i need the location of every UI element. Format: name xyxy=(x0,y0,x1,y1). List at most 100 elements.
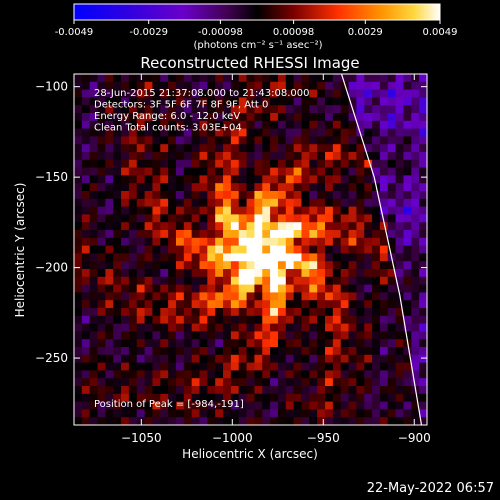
heatmap-cell xyxy=(230,284,240,293)
heatmap-cell xyxy=(121,128,130,137)
heatmap-cell xyxy=(293,292,303,301)
heatmap-cell xyxy=(340,354,350,364)
heatmap-cell xyxy=(238,393,248,403)
heatmap-cell xyxy=(215,315,224,325)
heatmap-cell xyxy=(74,409,83,418)
heatmap-cell xyxy=(168,198,177,208)
heatmap-cell xyxy=(199,175,208,184)
heatmap-cell xyxy=(254,315,263,325)
heatmap-cell xyxy=(332,237,342,247)
heatmap-cell xyxy=(175,253,185,262)
heatmap-cell xyxy=(97,191,106,200)
heatmap-cell xyxy=(325,386,334,395)
heatmap-cell xyxy=(301,253,310,262)
heatmap-cell xyxy=(89,386,99,395)
heatmap-cell xyxy=(81,214,91,223)
heatmap-cell xyxy=(270,386,279,395)
heatmap-cell xyxy=(168,144,177,153)
heatmap-cell xyxy=(364,292,373,301)
heatmap-cell xyxy=(215,292,224,301)
heatmap-cell xyxy=(175,269,185,278)
heatmap-cell xyxy=(332,323,342,332)
heatmap-cell xyxy=(364,183,373,192)
heatmap-cell xyxy=(419,167,427,176)
heatmap-cell xyxy=(144,144,154,153)
heatmap-cell xyxy=(144,159,154,169)
heatmap-cell xyxy=(113,370,122,379)
heatmap-cell xyxy=(285,167,295,176)
heatmap-cell xyxy=(128,276,138,286)
heatmap-cell xyxy=(395,74,405,83)
heatmap-cell xyxy=(270,206,279,215)
heatmap-cell xyxy=(183,237,193,247)
heatmap-cell xyxy=(121,339,130,348)
heatmap-cell xyxy=(128,191,138,200)
heatmap-cell xyxy=(285,300,295,309)
heatmap-cell xyxy=(301,198,310,208)
heatmap-cell xyxy=(199,378,208,387)
heatmap-cell xyxy=(183,222,193,231)
heatmap-cell xyxy=(246,409,256,418)
heatmap-cell xyxy=(262,230,271,239)
heatmap-cell xyxy=(293,152,303,161)
heatmap-cell xyxy=(215,401,224,410)
heatmap-cell xyxy=(364,401,373,410)
heatmap-cell xyxy=(332,167,342,176)
heatmap-cell xyxy=(317,300,326,309)
heatmap-cell xyxy=(419,230,427,239)
heatmap-cell xyxy=(136,237,146,247)
heatmap-cell xyxy=(128,97,138,106)
heatmap-cell xyxy=(317,97,326,106)
heatmap-cell xyxy=(293,362,303,371)
heatmap-cell xyxy=(144,183,154,192)
heatmap-cell xyxy=(419,183,427,192)
heatmap-cell xyxy=(97,245,106,254)
heatmap-cell xyxy=(372,214,381,223)
heatmap-cell xyxy=(152,300,161,309)
heatmap-cell xyxy=(121,152,130,161)
heatmap-cell xyxy=(332,97,342,106)
heatmap-cell xyxy=(97,323,106,332)
heatmap-cell xyxy=(105,167,114,176)
heatmap-cell xyxy=(215,183,224,192)
heatmap-cell xyxy=(215,152,224,161)
heatmap-cell xyxy=(332,206,342,215)
heatmap-cell xyxy=(348,276,357,286)
heatmap-cell xyxy=(356,393,365,403)
heatmap-cell xyxy=(175,183,185,192)
heatmap-cell xyxy=(152,370,161,379)
heatmap-cell xyxy=(293,401,303,410)
heatmap-cell xyxy=(277,144,287,153)
colorbar xyxy=(73,3,441,21)
heatmap-cell xyxy=(121,378,130,387)
heatmap-cell xyxy=(309,152,318,161)
heatmap-cell xyxy=(411,97,420,106)
heatmap-cell xyxy=(160,292,169,301)
heatmap-cell xyxy=(81,386,91,395)
heatmap-cell xyxy=(191,105,201,114)
heatmap-cell xyxy=(270,300,279,309)
heatmap-cell xyxy=(144,261,154,270)
heatmap-cell xyxy=(348,253,357,262)
heatmap-cell xyxy=(144,370,154,379)
heatmap-cell xyxy=(246,198,256,208)
heatmap-cell xyxy=(277,245,287,254)
heatmap-cell xyxy=(340,308,350,317)
heatmap-cell xyxy=(238,113,248,122)
heatmap-cell xyxy=(128,128,138,137)
heatmap-cell xyxy=(223,386,232,395)
heatmap-cell xyxy=(168,393,177,403)
heatmap-cell xyxy=(113,183,122,192)
heatmap-cell xyxy=(356,308,365,317)
heatmap-cell xyxy=(403,347,412,356)
heatmap-cell xyxy=(356,276,365,286)
heatmap-cell xyxy=(309,292,318,301)
heatmap-cell xyxy=(277,167,287,176)
heatmap-cell xyxy=(301,284,310,293)
heatmap-cell xyxy=(105,105,114,114)
heatmap-cell xyxy=(332,191,342,200)
heatmap-cell xyxy=(285,253,295,262)
heatmap-cell xyxy=(395,284,405,293)
heatmap-cell xyxy=(105,354,114,364)
heatmap-cell xyxy=(175,347,185,356)
